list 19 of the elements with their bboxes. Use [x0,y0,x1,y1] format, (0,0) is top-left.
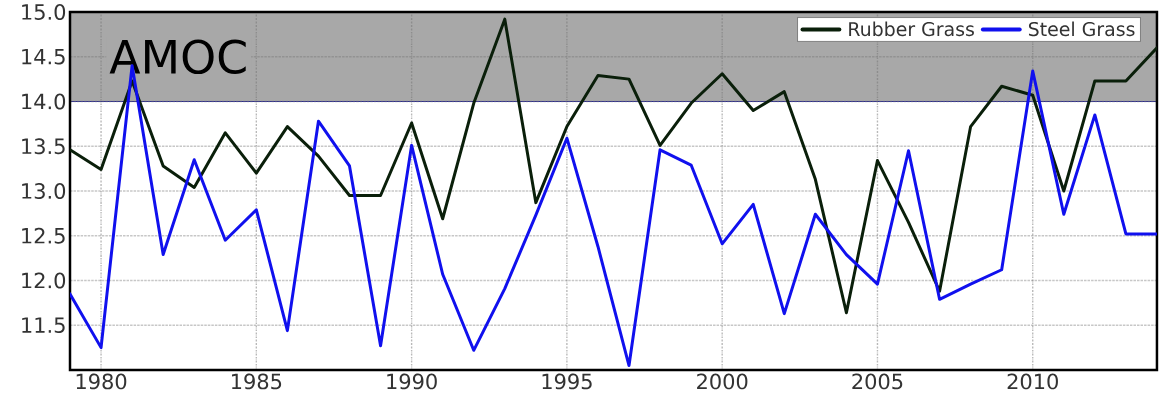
y-tick-label: 13.0 [22,183,66,199]
y-tick-label: 13.5 [22,138,65,155]
y-tick-label: 12.5 [22,227,65,244]
y-tick-label: 11.5 [22,317,65,334]
line-series [70,17,1157,315]
x-tick-label: 1995 [542,373,592,390]
x-tick-label: 1990 [387,373,437,390]
x-tick-label: 2010 [1007,373,1058,390]
x-tick-label: 1980 [76,373,127,390]
y-tick-label: 15.0 [22,4,66,20]
legend-label: Steel Grass [1028,21,1135,37]
y-tick-label: 14.0 [22,93,66,110]
x-tick-label: 1985 [232,373,282,390]
x-tick-label: 2005 [852,373,903,390]
y-tick-label: 14.5 [22,48,65,65]
legend-label: Rubber Grass [849,21,974,37]
band-label: AMOC [109,39,246,75]
y-tick-label: 12.0 [22,272,66,289]
x-tick-label: 2000 [697,373,748,390]
